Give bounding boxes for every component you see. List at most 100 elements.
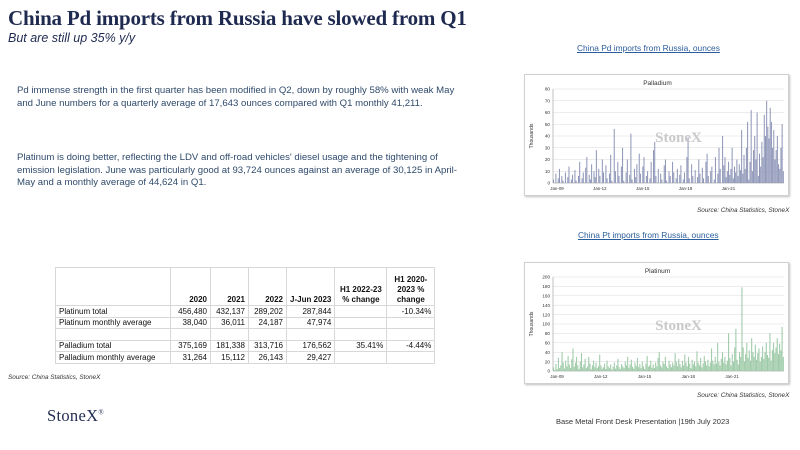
table-header-cell: 2022 [248,267,287,306]
pd-bar [717,173,719,183]
table-cell: 456,480 [170,305,211,318]
pt-bar [628,367,630,371]
stonex-logo: StoneX® [47,406,104,426]
pd-bar [669,175,671,183]
pd-bar [722,136,724,183]
pt-bar [732,361,734,371]
pt-bar [635,365,637,371]
palladium-chart: Palladium Thousands 0 10 20 30 40 50 60 70 80 Jan-0… [524,74,789,196]
pt-bar [578,369,580,371]
pd-bar [654,141,656,183]
pd-bar [694,170,696,183]
table-row: Platinum monthly average 38,040 36,011 24,1… [55,316,436,329]
pt-bar [580,353,582,371]
pd-y-tick-label: 40 [545,134,551,139]
pt-bar [618,367,620,371]
pt-bar [566,366,568,371]
pt-bar [571,359,573,371]
pd-bar [701,167,703,183]
pt-bar [687,356,689,371]
pd-bar [763,114,765,183]
pd-bar [728,161,730,183]
pd-bar [570,179,572,183]
pt-bar [757,353,759,371]
pt-bar [717,342,719,371]
pd-bar [732,178,734,183]
pd-bar [617,161,619,183]
pd-bar [730,168,732,183]
pt-bar [685,362,687,371]
pt-bar [740,356,742,371]
table-cell: 289,202 [248,305,287,318]
pd-bar [661,179,663,183]
pt-bar [728,333,730,371]
pt-bar [622,366,624,371]
pd-bar [586,157,588,183]
table-cell: 375,169 [170,339,211,352]
pt-bar [605,369,607,371]
pd-y-tick-label: 50 [545,122,551,127]
pt-bar [640,368,642,371]
pd-bar [742,173,744,183]
pt-bar [584,358,586,371]
pt-bar [636,357,638,371]
pd-bar [675,178,677,183]
pt-bar [709,362,711,371]
pt-bar [568,364,570,371]
pd-bar [778,164,780,183]
pt-bar [770,360,772,371]
pt-bar [742,347,744,371]
pt-bar [765,342,767,371]
pt-chart-title-link[interactable]: China Pt imports from Russia, ounces [578,230,719,240]
pt-bar [621,363,623,371]
table-cell [248,328,287,341]
pd-x-tick-label: Jan-09 [550,186,564,191]
pt-bar [760,356,762,371]
table-source: Source: China Statistics, StoneX [8,374,101,381]
pd-bar [636,164,638,183]
pt-bar [725,364,727,371]
pt-bar [776,338,778,371]
pt-x-tick-label: Jan-18 [682,374,696,379]
pt-bar [707,359,709,371]
pd-bar [594,177,596,183]
pd-bar [739,170,741,183]
pt-bar [650,360,652,371]
pd-bar [731,147,733,183]
pt-bar [557,357,559,371]
pt-bar [774,353,776,371]
pd-bar [706,153,708,183]
pd-bar [680,165,682,183]
pd-bar [707,175,709,183]
pd-watermark: StoneX [655,130,702,146]
pt-bar [652,364,654,371]
pd-bar [572,174,574,183]
pd-chart-title-link[interactable]: China Pd imports from Russia, ounces [577,43,720,53]
pd-bar [760,166,762,183]
table-header-row: 2020 2021 2022 J-Jun 2023 H1 2022-23 % c… [55,267,436,306]
pt-bar [777,354,779,371]
pt-bar [639,363,641,371]
pt-watermark: StoneX [655,318,702,334]
pt-bar [711,348,713,371]
pt-bar [651,367,653,371]
pt-bar [702,363,704,371]
pt-bar [690,368,692,371]
pd-bar [606,178,608,183]
pd-bar [660,173,662,183]
pt-bar [701,367,703,371]
pt-bar [720,358,722,371]
pt-bar [627,356,629,371]
pd-bar [766,100,768,183]
table-row: Palladium monthly average 31,264 15,112 26,… [55,351,436,364]
pt-bar [606,360,608,371]
pt-bar [730,365,732,371]
pt-bar [572,348,574,371]
pt-bar [590,369,592,371]
table-cell: 15,112 [210,351,249,364]
pd-y-tick-label: 10 [545,169,551,174]
pd-bar [769,107,771,183]
pt-bar [753,356,755,371]
pt-bar [563,368,565,371]
pt-bar [574,362,576,371]
